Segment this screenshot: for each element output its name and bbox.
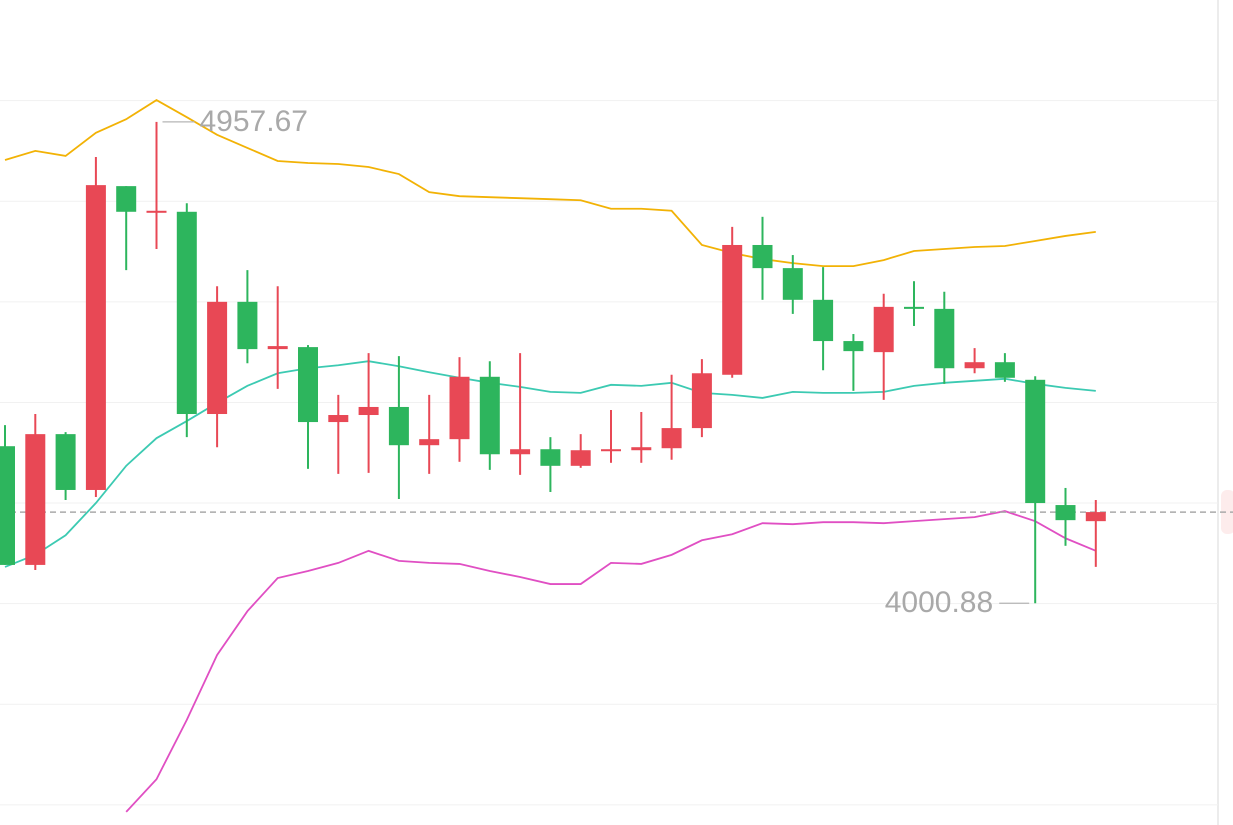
candle-body (358, 406, 379, 416)
candle-body (85, 185, 106, 490)
candle-body (207, 301, 228, 415)
candle-body (540, 449, 561, 466)
candle-body (237, 301, 258, 350)
candle-body (934, 308, 955, 369)
candle-body (601, 449, 621, 452)
candle-body (752, 244, 773, 269)
candle-body (1085, 512, 1106, 522)
candle-body (55, 434, 76, 490)
price-tag (1221, 490, 1233, 534)
candle-body (904, 306, 924, 309)
candle-body (691, 373, 712, 429)
candle-body (661, 428, 682, 449)
candle-body (0, 446, 15, 565)
candle-body (1055, 505, 1076, 521)
candle-body (813, 299, 834, 342)
candle-body (631, 447, 652, 451)
candle-body (328, 415, 349, 423)
candle-body (25, 434, 46, 565)
candle-body (873, 306, 894, 353)
candle-body (782, 268, 803, 300)
candle-body (479, 376, 500, 455)
candle-body (116, 186, 137, 212)
candle-body (267, 346, 288, 350)
band-line (125, 510, 1097, 813)
candle-body (570, 450, 591, 466)
candle-body (176, 211, 197, 415)
candle-body (388, 406, 409, 446)
candle-body (964, 362, 985, 369)
candle-body (298, 347, 318, 423)
candle-body (843, 341, 864, 352)
band-line (4, 99, 1096, 268)
candle-body (510, 449, 531, 455)
candle-body (449, 376, 470, 440)
candle-body (419, 439, 440, 446)
min-label: 4000.88 (885, 586, 993, 619)
candle-body (146, 210, 167, 213)
candle-body (994, 362, 1015, 378)
candle-body (1025, 379, 1046, 504)
candle-body (722, 244, 743, 375)
max-label: 4957.67 (200, 105, 308, 138)
